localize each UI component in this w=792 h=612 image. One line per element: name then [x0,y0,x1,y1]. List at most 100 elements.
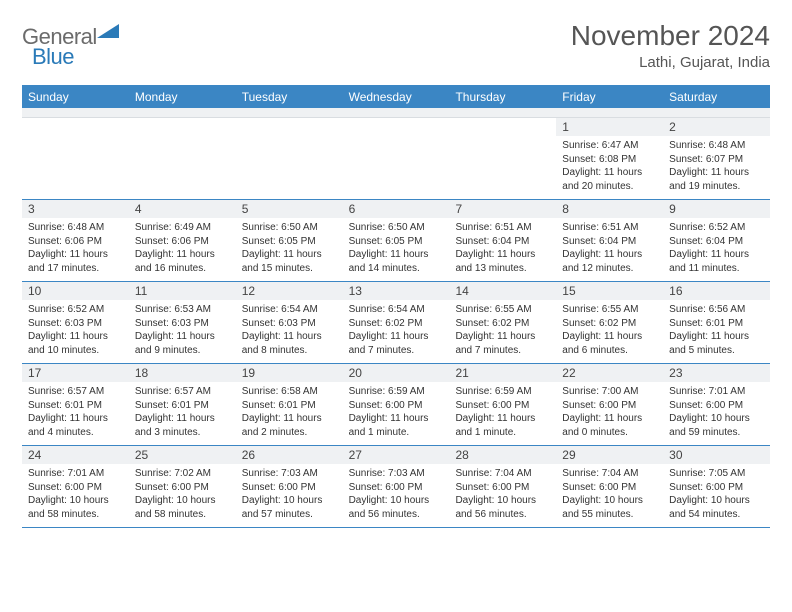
daylight-text: Daylight: 11 hours and 6 minutes. [562,330,657,357]
day-number: 10 [22,282,129,300]
day-number: 21 [449,364,556,382]
day-cell [22,118,129,199]
day-cell: 13Sunrise: 6:54 AMSunset: 6:02 PMDayligh… [343,282,450,363]
day-details: Sunrise: 6:47 AMSunset: 6:08 PMDaylight:… [556,136,663,199]
daylight-text: Daylight: 11 hours and 10 minutes. [28,330,123,357]
daylight-text: Daylight: 10 hours and 55 minutes. [562,494,657,521]
day-cell: 26Sunrise: 7:03 AMSunset: 6:00 PMDayligh… [236,446,343,527]
day-cell: 16Sunrise: 6:56 AMSunset: 6:01 PMDayligh… [663,282,770,363]
sunset-text: Sunset: 6:01 PM [135,399,230,413]
sunrise-text: Sunrise: 6:48 AM [669,139,764,153]
sunset-text: Sunset: 6:04 PM [562,235,657,249]
day-details: Sunrise: 7:04 AMSunset: 6:00 PMDaylight:… [556,464,663,527]
daylight-text: Daylight: 11 hours and 13 minutes. [455,248,550,275]
day-number: 27 [343,446,450,464]
sunrise-text: Sunrise: 7:04 AM [455,467,550,481]
title-block: November 2024 Lathi, Gujarat, India [571,20,770,71]
sunrise-text: Sunrise: 6:53 AM [135,303,230,317]
sunrise-text: Sunrise: 6:54 AM [242,303,337,317]
sunrise-text: Sunrise: 7:04 AM [562,467,657,481]
daylight-text: Daylight: 11 hours and 17 minutes. [28,248,123,275]
day-details: Sunrise: 6:54 AMSunset: 6:02 PMDaylight:… [343,300,450,363]
sunrise-text: Sunrise: 7:03 AM [242,467,337,481]
daylight-text: Daylight: 11 hours and 7 minutes. [455,330,550,357]
daylight-text: Daylight: 11 hours and 15 minutes. [242,248,337,275]
day-details: Sunrise: 6:53 AMSunset: 6:03 PMDaylight:… [129,300,236,363]
daylight-text: Daylight: 11 hours and 20 minutes. [562,166,657,193]
day-details: Sunrise: 6:59 AMSunset: 6:00 PMDaylight:… [343,382,450,445]
dow-wednesday: Wednesday [343,87,450,108]
day-details: Sunrise: 6:52 AMSunset: 6:03 PMDaylight:… [22,300,129,363]
day-number: 20 [343,364,450,382]
day-details: Sunrise: 7:03 AMSunset: 6:00 PMDaylight:… [343,464,450,527]
dow-monday: Monday [129,87,236,108]
daylight-text: Daylight: 10 hours and 57 minutes. [242,494,337,521]
week-row: 24Sunrise: 7:01 AMSunset: 6:00 PMDayligh… [22,446,770,528]
day-number: 8 [556,200,663,218]
sunrise-text: Sunrise: 6:55 AM [455,303,550,317]
daylight-text: Daylight: 11 hours and 7 minutes. [349,330,444,357]
daylight-text: Daylight: 10 hours and 59 minutes. [669,412,764,439]
day-details: Sunrise: 6:49 AMSunset: 6:06 PMDaylight:… [129,218,236,281]
day-details: Sunrise: 6:57 AMSunset: 6:01 PMDaylight:… [22,382,129,445]
day-cell: 30Sunrise: 7:05 AMSunset: 6:00 PMDayligh… [663,446,770,527]
day-number: 24 [22,446,129,464]
day-number: 11 [129,282,236,300]
day-cell: 27Sunrise: 7:03 AMSunset: 6:00 PMDayligh… [343,446,450,527]
day-cell: 23Sunrise: 7:01 AMSunset: 6:00 PMDayligh… [663,364,770,445]
sunrise-text: Sunrise: 6:59 AM [455,385,550,399]
day-number: 4 [129,200,236,218]
sunset-text: Sunset: 6:06 PM [28,235,123,249]
day-number: 7 [449,200,556,218]
sunset-text: Sunset: 6:08 PM [562,153,657,167]
day-cell: 6Sunrise: 6:50 AMSunset: 6:05 PMDaylight… [343,200,450,281]
day-number: 5 [236,200,343,218]
sunrise-text: Sunrise: 6:56 AM [669,303,764,317]
dow-sunday: Sunday [22,87,129,108]
sunrise-text: Sunrise: 7:01 AM [669,385,764,399]
day-details: Sunrise: 6:51 AMSunset: 6:04 PMDaylight:… [556,218,663,281]
day-cell [129,118,236,199]
day-cell: 28Sunrise: 7:04 AMSunset: 6:00 PMDayligh… [449,446,556,527]
day-cell: 11Sunrise: 6:53 AMSunset: 6:03 PMDayligh… [129,282,236,363]
day-details: Sunrise: 6:51 AMSunset: 6:04 PMDaylight:… [449,218,556,281]
sunrise-text: Sunrise: 6:52 AM [669,221,764,235]
sunrise-text: Sunrise: 6:49 AM [135,221,230,235]
sunrise-text: Sunrise: 7:03 AM [349,467,444,481]
sunset-text: Sunset: 6:02 PM [562,317,657,331]
week-row: 10Sunrise: 6:52 AMSunset: 6:03 PMDayligh… [22,282,770,364]
day-cell: 15Sunrise: 6:55 AMSunset: 6:02 PMDayligh… [556,282,663,363]
day-details: Sunrise: 6:50 AMSunset: 6:05 PMDaylight:… [236,218,343,281]
sunset-text: Sunset: 6:00 PM [349,399,444,413]
sunset-text: Sunset: 6:04 PM [455,235,550,249]
page-subtitle: Lathi, Gujarat, India [571,54,770,71]
daylight-text: Daylight: 11 hours and 19 minutes. [669,166,764,193]
spacer-row [22,108,770,118]
sunset-text: Sunset: 6:00 PM [242,481,337,495]
daylight-text: Daylight: 11 hours and 8 minutes. [242,330,337,357]
daylight-text: Daylight: 10 hours and 58 minutes. [135,494,230,521]
sunrise-text: Sunrise: 6:50 AM [242,221,337,235]
day-cell: 17Sunrise: 6:57 AMSunset: 6:01 PMDayligh… [22,364,129,445]
day-number: 9 [663,200,770,218]
day-number: 6 [343,200,450,218]
sunset-text: Sunset: 6:02 PM [349,317,444,331]
day-details: Sunrise: 6:52 AMSunset: 6:04 PMDaylight:… [663,218,770,281]
sunrise-text: Sunrise: 6:52 AM [28,303,123,317]
daylight-text: Daylight: 11 hours and 4 minutes. [28,412,123,439]
day-details: Sunrise: 6:56 AMSunset: 6:01 PMDaylight:… [663,300,770,363]
daylight-text: Daylight: 11 hours and 1 minute. [349,412,444,439]
day-details: Sunrise: 6:48 AMSunset: 6:06 PMDaylight:… [22,218,129,281]
daylight-text: Daylight: 11 hours and 16 minutes. [135,248,230,275]
daylight-text: Daylight: 11 hours and 14 minutes. [349,248,444,275]
dow-thursday: Thursday [449,87,556,108]
day-number: 13 [343,282,450,300]
daylight-text: Daylight: 11 hours and 1 minute. [455,412,550,439]
sunset-text: Sunset: 6:05 PM [242,235,337,249]
day-number: 22 [556,364,663,382]
day-number: 25 [129,446,236,464]
sunrise-text: Sunrise: 6:51 AM [455,221,550,235]
day-number: 1 [556,118,663,136]
day-details: Sunrise: 7:01 AMSunset: 6:00 PMDaylight:… [663,382,770,445]
daylight-text: Daylight: 10 hours and 54 minutes. [669,494,764,521]
